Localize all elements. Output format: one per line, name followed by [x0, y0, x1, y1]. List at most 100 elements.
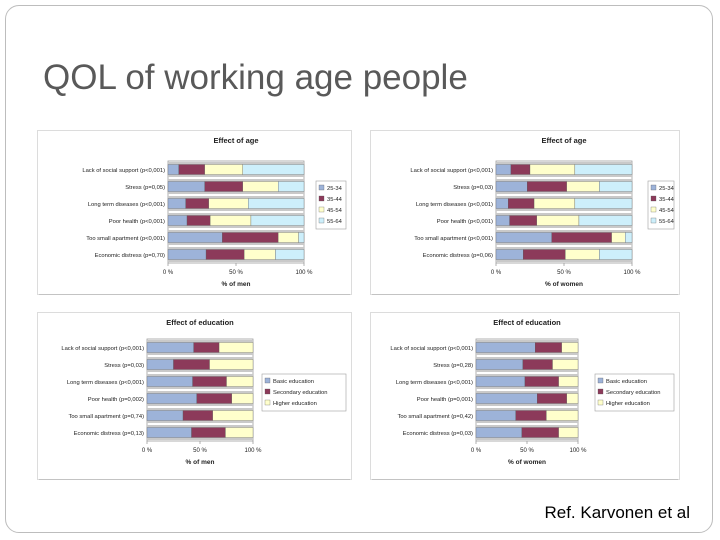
x-tick-label: 100 % [244, 448, 262, 454]
x-tick-label: 50 % [520, 448, 534, 454]
bar-25-34-6 [495, 249, 524, 260]
category-label: Economic distress (p=0,70) [95, 253, 165, 259]
x-tick-label: 100 % [569, 448, 587, 454]
bar-25-34-5 [167, 232, 223, 243]
bar-55-64-2 [278, 181, 305, 192]
plot-area [167, 160, 305, 264]
x-tick-label: 50 % [557, 270, 571, 276]
legend [594, 373, 675, 412]
bar-basic-education-1 [475, 342, 536, 353]
bar-basic-education-3 [146, 376, 193, 387]
legend [261, 373, 347, 412]
legend-label: Secondary education [606, 390, 660, 396]
legend-swatch-secondary-education [264, 388, 271, 395]
legend-swatch-45-54 [318, 206, 325, 213]
category-label: Lack of social support (p<0,001) [390, 346, 473, 352]
bar-45-54-5 [611, 232, 626, 243]
bar-secondary-education-2 [522, 359, 553, 370]
bar-35-44-4 [186, 215, 211, 226]
legend-swatch-55-64 [650, 217, 657, 224]
legend-swatch-35-44 [318, 195, 325, 202]
legend-swatch-basic-education [264, 377, 271, 384]
legend-swatch-secondary-education [597, 388, 604, 395]
bar-basic-education-4 [475, 393, 538, 404]
bar-45-54-5 [278, 232, 299, 243]
plot-area [146, 338, 254, 442]
legend-label: 25-34 [659, 186, 675, 192]
category-label: Economic distress (p=0,06) [423, 253, 493, 259]
legend-label: Higher education [606, 401, 650, 407]
bar-35-44-5 [551, 232, 612, 243]
bar-basic-education-5 [475, 410, 516, 421]
category-label: Poor health (p=0,002) [88, 397, 144, 403]
bar-45-54-6 [244, 249, 276, 260]
x-axis-label: % of women [545, 281, 583, 288]
category-label: Economic distress (p=0,13) [74, 431, 144, 437]
bar-25-34-2 [167, 181, 205, 192]
bar-25-34-4 [167, 215, 188, 226]
x-tick-label: 100 % [295, 270, 313, 276]
legend-swatch-55-64 [318, 217, 325, 224]
chart-title: Effect of age [213, 136, 258, 145]
bar-higher-education-4 [231, 393, 254, 404]
bar-secondary-education-3 [192, 376, 227, 387]
category-label: Stress (p=0,03) [104, 363, 144, 369]
bar-higher-education-6 [558, 427, 579, 438]
category-label: Lack of social support (p<0,001) [61, 346, 144, 352]
category-label: Stress (p=0,28) [433, 363, 473, 369]
legend-label: 25-34 [327, 186, 343, 192]
bar-25-34-6 [167, 249, 207, 260]
bar-secondary-education-1 [535, 342, 562, 353]
chart-effect-of-education-men: Effect of education Lack of social suppor… [37, 312, 352, 480]
bar-higher-education-6 [225, 427, 254, 438]
category-label: Long term diseases (p<0,001) [416, 202, 493, 208]
bar-45-54-4 [210, 215, 252, 226]
bar-25-34-1 [495, 164, 512, 175]
legend-label: Basic education [273, 379, 314, 385]
bar-basic-education-5 [146, 410, 184, 421]
bar-35-44-2 [204, 181, 243, 192]
legend-label: 35-44 [659, 197, 675, 203]
bar-55-64-6 [275, 249, 305, 260]
legend-label: 45-54 [327, 208, 343, 214]
bar-secondary-education-3 [524, 376, 559, 387]
bar-45-54-1 [204, 164, 243, 175]
bar-25-34-2 [495, 181, 528, 192]
chart-title: Effect of education [493, 318, 561, 327]
bar-25-34-1 [167, 164, 180, 175]
category-label: Poor health (p=0,001) [417, 397, 473, 403]
bar-basic-education-2 [146, 359, 174, 370]
category-label: Too small apartment (p<0,001) [86, 236, 165, 242]
bar-higher-education-3 [226, 376, 254, 387]
category-label: Long term diseases (p<0,001) [67, 380, 144, 386]
x-axis-label: % of men [186, 459, 215, 466]
bar-25-34-4 [495, 215, 510, 226]
category-label: Long term diseases (p<0,001) [396, 380, 473, 386]
x-axis-label: % of women [508, 459, 546, 466]
bar-35-44-6 [205, 249, 245, 260]
bar-higher-education-5 [546, 410, 579, 421]
category-label: Too small apartment (p=0,74) [68, 414, 144, 420]
bar-secondary-education-5 [182, 410, 213, 421]
bar-45-54-1 [529, 164, 576, 175]
reference-note: Ref. Karvonen et al [544, 503, 690, 522]
bar-35-44-3 [185, 198, 209, 209]
bar-secondary-education-5 [515, 410, 547, 421]
legend-swatch-35-44 [650, 195, 657, 202]
x-axis-label: % of men [222, 281, 251, 288]
bar-55-64-1 [242, 164, 305, 175]
x-tick-label: 0 % [142, 448, 153, 454]
x-tick-label: 50 % [229, 270, 243, 276]
chart-effect-of-age-men: Effect of age Lack of social support (p<0… [37, 130, 352, 295]
bar-35-44-2 [527, 181, 567, 192]
legend-label: 45-54 [659, 208, 675, 214]
bar-35-44-1 [510, 164, 531, 175]
legend-label: 55-64 [327, 219, 343, 225]
bar-45-54-2 [566, 181, 600, 192]
x-tick-label: 50 % [193, 448, 207, 454]
bar-55-64-3 [574, 198, 633, 209]
legend-label: Basic education [606, 379, 647, 385]
category-label: Lack of social support (p<0,001) [82, 168, 165, 174]
bar-secondary-education-6 [521, 427, 559, 438]
plot-area [475, 338, 579, 442]
